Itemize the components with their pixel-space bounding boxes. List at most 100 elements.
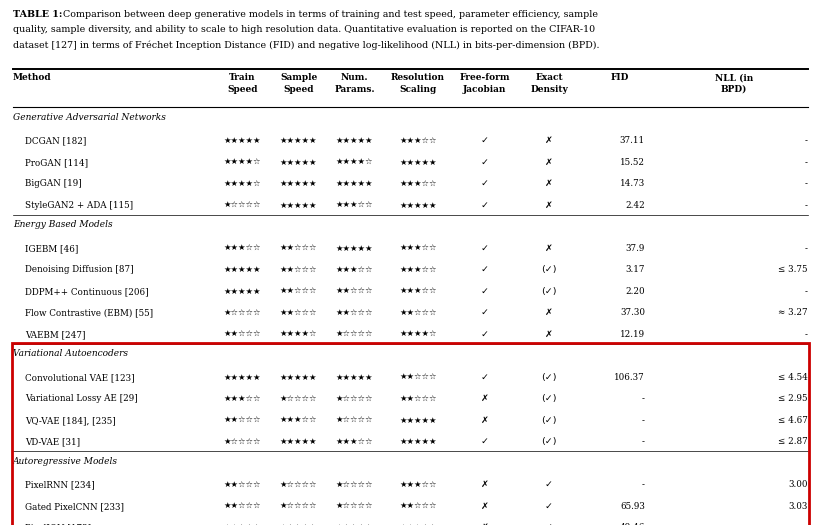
Text: ✗: ✗ xyxy=(545,158,553,167)
Text: 3.17: 3.17 xyxy=(626,265,645,275)
Text: ✗: ✗ xyxy=(545,180,553,188)
Text: ✗: ✗ xyxy=(480,502,488,511)
Text: ★★★★★: ★★★★★ xyxy=(336,180,374,188)
Text: Train
Speed: Train Speed xyxy=(227,74,258,93)
Text: DDPM++ Continuous [206]: DDPM++ Continuous [206] xyxy=(25,287,149,296)
Text: -: - xyxy=(805,136,808,145)
Text: ★☆☆☆☆: ★☆☆☆☆ xyxy=(336,502,374,511)
Text: (✓): (✓) xyxy=(541,394,557,403)
Text: dataset [127] in terms of Fréchet Inception Distance (FID) and negative log-like: dataset [127] in terms of Fréchet Incept… xyxy=(13,41,599,50)
Text: ✓: ✓ xyxy=(480,136,488,145)
Text: ✓: ✓ xyxy=(480,180,488,188)
Text: ★★★★★: ★★★★★ xyxy=(224,265,261,275)
Text: ★★★☆☆: ★★★☆☆ xyxy=(399,244,437,253)
Text: ✗: ✗ xyxy=(480,394,488,403)
Text: ★★☆☆☆: ★★☆☆☆ xyxy=(399,373,437,382)
Text: -: - xyxy=(805,158,808,167)
Text: Resolution
Scaling: Resolution Scaling xyxy=(391,74,445,93)
Text: ★★★☆☆: ★★★☆☆ xyxy=(399,265,437,275)
Text: ★★★☆☆: ★★★☆☆ xyxy=(280,416,317,425)
Text: DCGAN [182]: DCGAN [182] xyxy=(25,136,86,145)
Text: ★★★★★: ★★★★★ xyxy=(224,373,261,382)
Text: ★★★☆☆: ★★★☆☆ xyxy=(336,437,374,446)
Text: -: - xyxy=(642,416,645,425)
Text: quality, sample diversity, and ability to scale to high resolution data. Quantit: quality, sample diversity, and ability t… xyxy=(13,26,595,35)
Text: ✓: ✓ xyxy=(480,265,488,275)
Text: Variational Lossy AE [29]: Variational Lossy AE [29] xyxy=(25,394,138,403)
Text: Gated PixelCNN [233]: Gated PixelCNN [233] xyxy=(25,502,124,511)
Text: 2.20: 2.20 xyxy=(626,287,645,296)
Text: ★☆☆☆☆: ★☆☆☆☆ xyxy=(280,394,317,403)
Text: ✗: ✗ xyxy=(545,330,553,339)
Text: ★★★☆☆: ★★★☆☆ xyxy=(336,201,374,210)
Text: ★★★★★: ★★★★★ xyxy=(399,158,437,167)
Text: ✓: ✓ xyxy=(480,308,488,317)
Text: ≤ 4.54: ≤ 4.54 xyxy=(778,373,808,382)
Text: ★★☆☆☆: ★★☆☆☆ xyxy=(399,502,437,511)
Text: 14.73: 14.73 xyxy=(620,180,645,188)
Text: ★☆☆☆☆: ★☆☆☆☆ xyxy=(280,480,317,489)
Text: ★★★★☆: ★★★★☆ xyxy=(336,158,374,167)
Text: 3.03: 3.03 xyxy=(789,502,808,511)
Text: ★★★☆☆: ★★★☆☆ xyxy=(399,180,437,188)
Text: BigGAN [19]: BigGAN [19] xyxy=(25,180,82,188)
Text: (✓): (✓) xyxy=(541,416,557,425)
Text: ★★☆☆☆: ★★☆☆☆ xyxy=(280,265,317,275)
Text: -: - xyxy=(805,201,808,210)
Text: ★★★☆☆: ★★★☆☆ xyxy=(399,480,437,489)
Text: -: - xyxy=(805,244,808,253)
Text: ✓: ✓ xyxy=(480,201,488,210)
Text: ★★★☆☆: ★★★☆☆ xyxy=(399,523,437,525)
Text: -: - xyxy=(642,437,645,446)
Text: PixelIQN [173]: PixelIQN [173] xyxy=(25,523,91,525)
Text: Variational Autoencoders: Variational Autoencoders xyxy=(13,349,128,358)
Text: Convolutional VAE [123]: Convolutional VAE [123] xyxy=(25,373,135,382)
Text: (✓): (✓) xyxy=(541,437,557,446)
Text: -: - xyxy=(642,480,645,489)
Text: ★☆☆☆☆: ★☆☆☆☆ xyxy=(336,523,374,525)
Text: ★★★☆☆: ★★★☆☆ xyxy=(224,244,261,253)
Text: 37.11: 37.11 xyxy=(620,136,645,145)
Text: -: - xyxy=(805,287,808,296)
Text: ✓: ✓ xyxy=(480,373,488,382)
Text: ★☆☆☆☆: ★☆☆☆☆ xyxy=(336,480,374,489)
Text: 15.52: 15.52 xyxy=(620,158,645,167)
Text: ★☆☆☆☆: ★☆☆☆☆ xyxy=(224,437,261,446)
Text: ★☆☆☆☆: ★☆☆☆☆ xyxy=(336,416,374,425)
Text: ★★★★☆: ★★★★☆ xyxy=(280,330,317,339)
Text: Energy Based Models: Energy Based Models xyxy=(13,220,112,229)
Text: ★★★★★: ★★★★★ xyxy=(280,158,317,167)
Text: Exact
Density: Exact Density xyxy=(530,74,568,93)
Text: PixelRNN [234]: PixelRNN [234] xyxy=(25,480,94,489)
Text: ★★☆☆☆: ★★☆☆☆ xyxy=(280,287,317,296)
Text: ★☆☆☆☆: ★☆☆☆☆ xyxy=(280,502,317,511)
Text: TABLE 1:: TABLE 1: xyxy=(13,10,62,19)
Text: StyleGAN2 + ADA [115]: StyleGAN2 + ADA [115] xyxy=(25,201,133,210)
Text: VAEBM [247]: VAEBM [247] xyxy=(25,330,85,339)
Text: -: - xyxy=(642,394,645,403)
Text: ✓: ✓ xyxy=(480,158,488,167)
Text: -: - xyxy=(805,330,808,339)
Text: ★☆☆☆☆: ★☆☆☆☆ xyxy=(336,394,374,403)
Text: (✓): (✓) xyxy=(541,373,557,382)
Text: 3.00: 3.00 xyxy=(788,480,808,489)
Text: ★★★★☆: ★★★★☆ xyxy=(399,330,437,339)
Text: ★★☆☆☆: ★★☆☆☆ xyxy=(280,308,317,317)
Text: Comparison between deep generative models in terms of training and test speed, p: Comparison between deep generative model… xyxy=(60,10,598,19)
Text: -: - xyxy=(805,180,808,188)
Text: ★★★★★: ★★★★★ xyxy=(280,373,317,382)
Text: ★★☆☆☆: ★★☆☆☆ xyxy=(399,308,437,317)
Text: ★★★★★: ★★★★★ xyxy=(224,136,261,145)
Text: Num.
Params.: Num. Params. xyxy=(334,74,375,93)
Text: ≈ 3.27: ≈ 3.27 xyxy=(778,308,808,317)
Text: Method: Method xyxy=(13,74,52,82)
Text: ★★★☆☆: ★★★☆☆ xyxy=(224,394,261,403)
Text: ✓: ✓ xyxy=(480,244,488,253)
Text: ✓: ✓ xyxy=(480,287,488,296)
Text: ≤ 4.67: ≤ 4.67 xyxy=(778,416,808,425)
Text: ★★☆☆☆: ★★☆☆☆ xyxy=(224,480,261,489)
Text: ★★☆☆☆: ★★☆☆☆ xyxy=(336,308,374,317)
Text: ✗: ✗ xyxy=(545,244,553,253)
Text: ★★★☆☆: ★★★☆☆ xyxy=(336,265,374,275)
Text: 65.93: 65.93 xyxy=(620,502,645,511)
